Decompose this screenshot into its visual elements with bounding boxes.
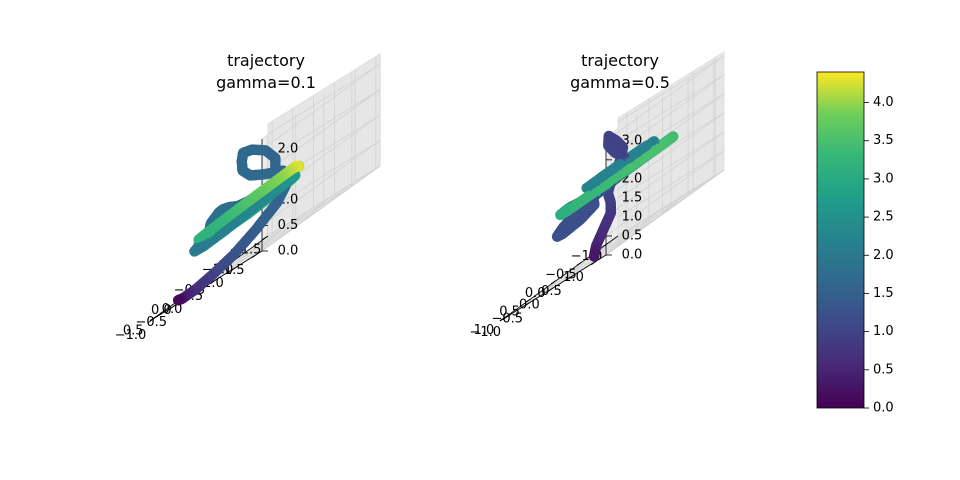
subplot-gamma-0-5: trajectory gamma=0.5 −1.0−0.50.00.51.0−1… (469, 51, 725, 340)
z-gridline (267, 63, 381, 135)
y-tick-label: −0.5 (135, 315, 167, 330)
y-tick-label: 0.5 (541, 284, 562, 299)
colorbar-tick-label: 0.5 (873, 362, 894, 377)
subplot-title-line1: trajectory (581, 51, 659, 70)
subplot-title-line2: gamma=0.5 (570, 73, 670, 92)
colorbar-tick-label: 1.0 (873, 324, 894, 339)
x-tick-label: 1.0 (474, 323, 495, 338)
z-tick-label: 0.0 (622, 248, 643, 263)
y-axis-line (499, 254, 607, 322)
colorbar-tick-label: 3.5 (873, 133, 894, 148)
y-gridline (508, 230, 628, 316)
colorbar-tick-label: 2.5 (873, 210, 894, 225)
y-tick-label: −0.5 (492, 311, 524, 326)
z-tick-label: 2.0 (278, 142, 299, 157)
colorbar: 0.0 0.5 1.0 1.5 2.0 2.5 3.0 3.5 4.0 (816, 71, 894, 416)
y-tick-label: −1.0 (115, 328, 147, 343)
trajectory-points (551, 130, 679, 262)
subplot-title-line2: gamma=0.1 (216, 73, 316, 92)
subplot-gamma-0-1: trajectory gamma=0.1 −1.5−1.0−0.50.00.5−… (115, 51, 381, 343)
trajectory-point (172, 295, 184, 306)
z-gridline (261, 89, 381, 175)
z-gridline (267, 140, 381, 211)
z-gridline (605, 112, 725, 199)
z-gridline (605, 150, 725, 237)
colorbar-tick-label: 3.0 (873, 171, 894, 186)
z-gridline (605, 169, 725, 256)
z-gridline (261, 165, 381, 252)
z-gridline (617, 150, 725, 218)
z-gridline (617, 74, 725, 142)
trajectory-point (551, 231, 563, 242)
z-tick-label: 1.5 (622, 190, 643, 205)
colorbar-ticks: 0.0 0.5 1.0 1.5 2.0 2.5 3.0 3.5 4.0 (864, 95, 894, 416)
colorbar-gradient (816, 71, 865, 409)
subplot-title-line1: trajectory (227, 51, 305, 70)
y-gridline (552, 202, 672, 289)
z-gridline (267, 89, 381, 160)
y-gridline (236, 181, 356, 267)
z-gridline (605, 131, 725, 218)
z-tick-label: 0.5 (278, 218, 299, 233)
x-tick-label: 0.0 (525, 286, 546, 301)
y-gridline (216, 194, 335, 280)
x-tick-label: 0.0 (151, 303, 172, 318)
y-tick-label: 0.0 (162, 302, 183, 317)
trajectory-point (189, 246, 200, 257)
y-tick-label: 1.0 (563, 270, 584, 285)
y-tick-label: 0.0 (519, 298, 540, 313)
y-tick-label: 1.5 (224, 263, 245, 278)
z-gridline (617, 169, 725, 237)
z-tick-label: 1.0 (622, 209, 643, 224)
z-gridline (617, 131, 725, 199)
colorbar-tick-label: 1.5 (873, 286, 894, 301)
trajectory-point (581, 182, 592, 194)
z-gridline (261, 140, 381, 226)
z-gridline (617, 55, 725, 123)
z-gridline (605, 55, 725, 142)
x-tick-label: 0.5 (123, 323, 144, 338)
colorbar-tick-label: 2.0 (873, 248, 894, 263)
x-tick-label: −0.5 (545, 268, 577, 283)
trajectory-point (588, 251, 600, 262)
z-tick-label: 0.0 (278, 244, 299, 259)
trajectory-point (603, 140, 614, 152)
y-tick-label: −1.0 (469, 325, 501, 340)
z-tick-label: 0.5 (622, 228, 643, 243)
trajectory-point (555, 209, 566, 221)
trajectory-point (237, 165, 248, 176)
colorbar-tick-label: 4.0 (873, 95, 894, 110)
y-gridline (596, 175, 716, 261)
trajectory-points (172, 144, 305, 306)
z-gridline (261, 63, 381, 150)
z-gridline (267, 165, 381, 237)
x-tick-label: 0.5 (499, 305, 520, 320)
colorbar-tick-label: 0.0 (873, 401, 894, 416)
